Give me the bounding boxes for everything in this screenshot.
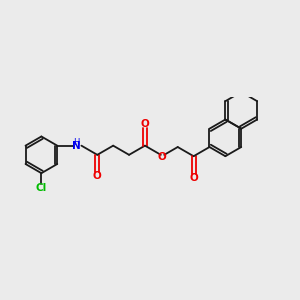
Text: N: N bbox=[72, 141, 81, 151]
Text: H: H bbox=[74, 138, 80, 147]
Text: Cl: Cl bbox=[36, 183, 47, 193]
Text: O: O bbox=[158, 152, 167, 162]
Text: O: O bbox=[189, 172, 198, 183]
Text: O: O bbox=[141, 119, 149, 129]
Text: O: O bbox=[93, 171, 102, 181]
